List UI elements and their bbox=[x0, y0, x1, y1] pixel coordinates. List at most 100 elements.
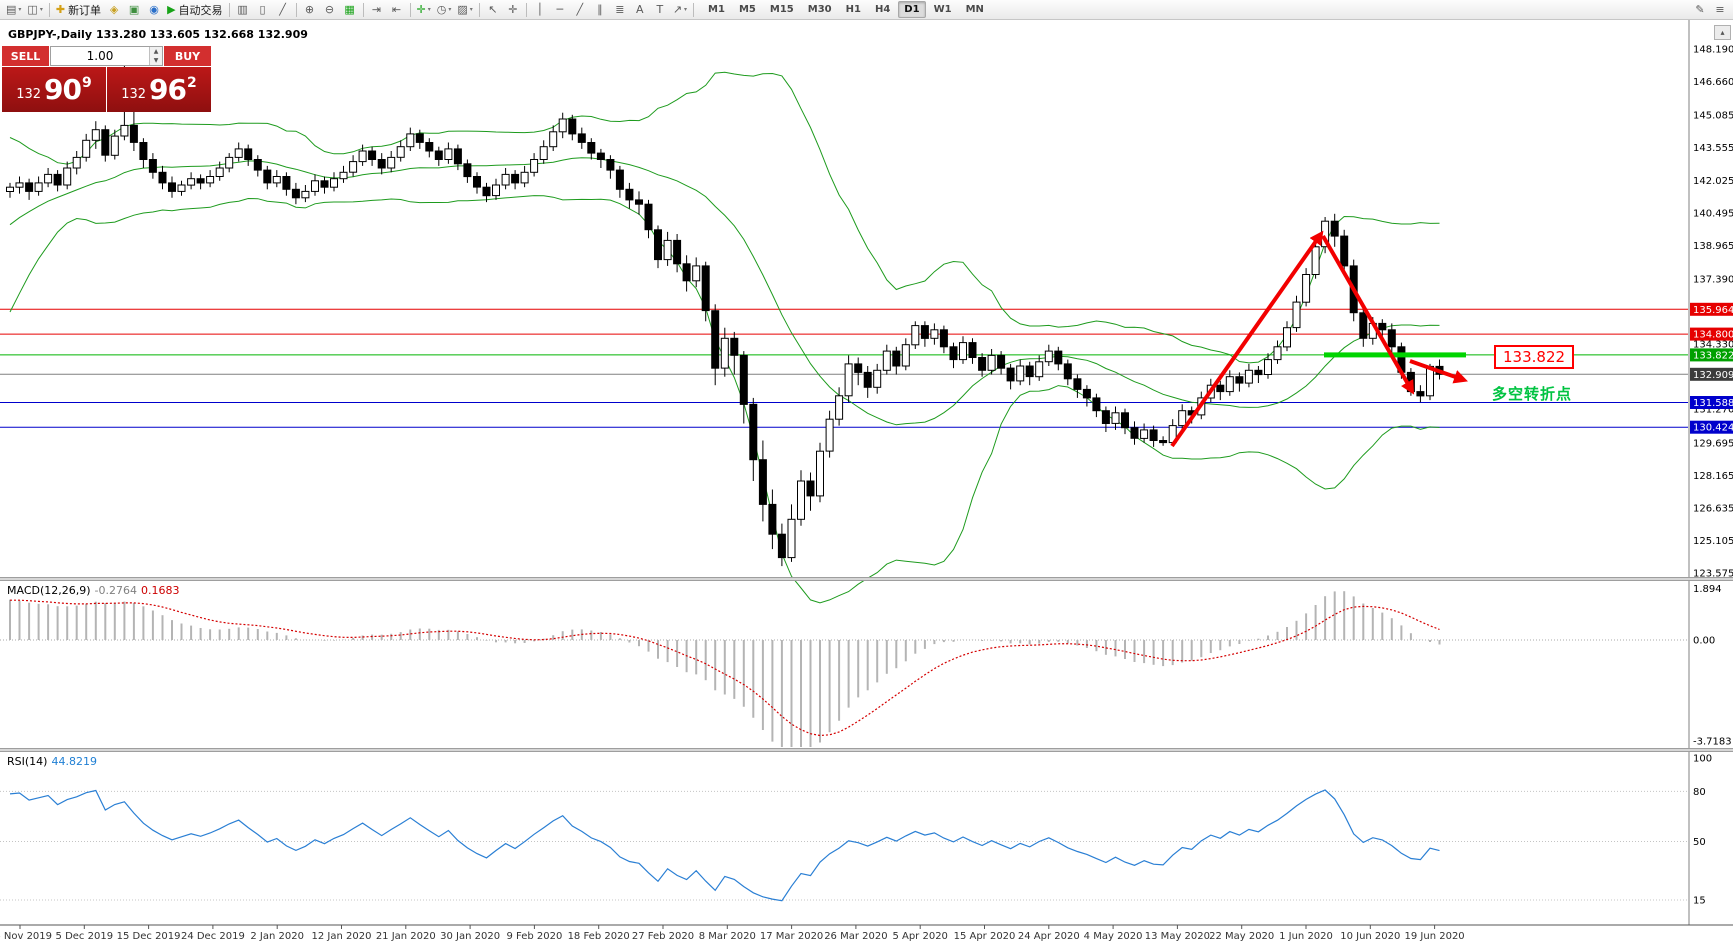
svg-text:148.190: 148.190 bbox=[1693, 45, 1733, 56]
svg-text:128.165: 128.165 bbox=[1693, 471, 1733, 482]
macd-label: MACD(12,26,9) -0.2764 0.1683 bbox=[7, 584, 180, 597]
sell-price-button[interactable]: 132 90 9 bbox=[2, 67, 106, 112]
dropdown-arrow-icon: ▾ bbox=[427, 6, 431, 13]
timeframe-mn-button[interactable]: MN bbox=[965, 4, 984, 15]
svg-text:143.555: 143.555 bbox=[1693, 143, 1733, 154]
svg-text:17 Mar 2020: 17 Mar 2020 bbox=[760, 931, 823, 942]
spinner-down-icon[interactable]: ▼ bbox=[150, 56, 162, 65]
volume-spinner[interactable]: ▲ ▼ bbox=[149, 47, 162, 65]
svg-text:4 May 2020: 4 May 2020 bbox=[1084, 931, 1143, 942]
line-mode-button[interactable]: ╱ bbox=[273, 1, 293, 19]
svg-text:26 Nov 2019: 26 Nov 2019 bbox=[0, 931, 52, 942]
chart-corner-button[interactable]: ▴ bbox=[1714, 25, 1731, 40]
svg-text:1 Jun 2020: 1 Jun 2020 bbox=[1279, 931, 1333, 942]
toolbar-separator bbox=[228, 2, 230, 17]
timeframe-h4-button[interactable]: H4 bbox=[874, 4, 891, 15]
zoom-in-button[interactable]: ⊕ bbox=[300, 1, 320, 19]
svg-text:2 Jan 2020: 2 Jan 2020 bbox=[250, 931, 304, 942]
periods-button[interactable]: ◷ ▾ bbox=[434, 1, 455, 19]
chart-tools-icon: ✎ bbox=[1695, 3, 1705, 16]
vertical-line-button[interactable]: │ bbox=[530, 1, 550, 19]
auto-trading-button[interactable]: ▶ 自动交易 bbox=[164, 1, 225, 19]
svg-text:137.390: 137.390 bbox=[1693, 274, 1733, 285]
auto-trading-label: 自动交易 bbox=[178, 3, 223, 17]
text-button[interactable]: A bbox=[630, 1, 650, 19]
timeframe-h1-button[interactable]: H1 bbox=[845, 4, 861, 15]
spinner-up-icon[interactable]: ▲ bbox=[150, 47, 162, 56]
auto-scroll-icon: ⇥ bbox=[371, 3, 382, 16]
sell-price-main: 90 bbox=[44, 73, 82, 106]
new-order-button[interactable]: ✚ 新订单 bbox=[53, 1, 104, 19]
sell-price-prefix: 132 bbox=[16, 87, 42, 102]
svg-text:135.964: 135.964 bbox=[1693, 305, 1733, 316]
fibonacci-button[interactable]: ≣ bbox=[610, 1, 630, 19]
timeframe-m1-button[interactable]: M1 bbox=[708, 4, 725, 15]
community-icon: ◉ bbox=[149, 3, 159, 16]
arrows-tool-button[interactable]: ↗ ▾ bbox=[670, 1, 690, 19]
market-button[interactable]: ▣ bbox=[124, 1, 144, 19]
cursor-icon: ↖ bbox=[488, 3, 498, 16]
bars-mode-button[interactable]: ▥ bbox=[233, 1, 253, 19]
trend-line-button[interactable]: ╱ bbox=[570, 1, 590, 19]
svg-text:15 Apr 2020: 15 Apr 2020 bbox=[954, 931, 1016, 942]
svg-text:13 May 2020: 13 May 2020 bbox=[1145, 931, 1210, 942]
svg-text:132.909: 132.909 bbox=[1693, 370, 1733, 381]
svg-text:26 Mar 2020: 26 Mar 2020 bbox=[824, 931, 887, 942]
toolbar-separator bbox=[478, 2, 480, 17]
vertical-line-icon: │ bbox=[536, 3, 544, 16]
macd-value: -0.2764 bbox=[94, 584, 138, 597]
candles-mode-button[interactable]: ▯ bbox=[253, 1, 273, 19]
crosshair-button[interactable]: ✛ bbox=[503, 1, 523, 19]
label-icon: T bbox=[656, 3, 664, 16]
buy-price-button[interactable]: 132 96 2 bbox=[107, 67, 211, 112]
symbol-period-label: GBPJPY-,Daily bbox=[8, 28, 92, 41]
timeframe-m5-button[interactable]: M5 bbox=[738, 4, 756, 15]
candles-mode-icon: ▯ bbox=[259, 3, 266, 16]
macd-name: MACD(12,26,9) bbox=[7, 584, 91, 597]
turning-point-text: 多空转折点 bbox=[1492, 385, 1573, 403]
svg-text:134.330: 134.330 bbox=[1693, 340, 1733, 351]
cursor-button[interactable]: ↖ bbox=[483, 1, 503, 19]
toolbar-separator bbox=[295, 2, 297, 17]
main-toolbar: ▤ ▾ ◫ ▾ ✚ 新订单 ◈ ▣ ◉ ▶ 自动交易 ▥ ▯ ╱ ⊕ ⊖ ▦ ⇥ ⇤ ✛ ▾ ◷ ▾ ▨ ▾ ↖ ✛ │ ─ ╱ ∥ ≣ A T ↗… bbox=[0, 0, 1733, 20]
chart-shift-icon: ⇤ bbox=[391, 3, 402, 16]
svg-text:134.800: 134.800 bbox=[1693, 330, 1733, 341]
volume-input[interactable]: 1.00 ▲ ▼ bbox=[50, 46, 163, 66]
auto-scroll-button[interactable]: ⇥ bbox=[367, 1, 387, 19]
svg-text:80: 80 bbox=[1693, 787, 1706, 798]
channel-button[interactable]: ∥ bbox=[590, 1, 610, 19]
svg-text:140.495: 140.495 bbox=[1693, 208, 1733, 219]
bars-mode-icon: ▥ bbox=[237, 3, 248, 16]
svg-text:100: 100 bbox=[1693, 754, 1712, 765]
sell-button[interactable]: SELL bbox=[2, 46, 49, 66]
community-button[interactable]: ◉ bbox=[144, 1, 164, 19]
timeframe-d1-button[interactable]: D1 bbox=[898, 1, 926, 18]
label-button[interactable]: T bbox=[650, 1, 670, 19]
templates-icon: ▨ bbox=[457, 3, 468, 16]
profiles-button[interactable]: ◫ ▾ bbox=[24, 1, 45, 19]
zoom-out-button[interactable]: ⊖ bbox=[320, 1, 340, 19]
profiles-icon: ◫ bbox=[27, 3, 38, 16]
chart-tools-button[interactable]: ✎ bbox=[1690, 1, 1710, 19]
buy-button[interactable]: BUY bbox=[164, 46, 211, 66]
svg-text:15 Dec 2019: 15 Dec 2019 bbox=[117, 931, 181, 942]
chart-shift-button[interactable]: ⇤ bbox=[387, 1, 407, 19]
toolbar-menu-button[interactable]: ≡ bbox=[1710, 1, 1730, 19]
horizontal-line-button[interactable]: ─ bbox=[550, 1, 570, 19]
svg-text:19 Jun 2020: 19 Jun 2020 bbox=[1405, 931, 1465, 942]
new-chart-button[interactable]: ▤ ▾ bbox=[3, 1, 24, 19]
dropdown-arrow-icon: ▾ bbox=[18, 6, 22, 13]
indicators-button[interactable]: ✛ ▾ bbox=[414, 1, 434, 19]
timeframe-m30-button[interactable]: M30 bbox=[807, 4, 832, 15]
rsi-name: RSI(14) bbox=[7, 755, 48, 768]
templates-button[interactable]: ▨ ▾ bbox=[454, 1, 475, 19]
svg-text:15: 15 bbox=[1693, 896, 1706, 907]
metaeditor-button[interactable]: ◈ bbox=[104, 1, 124, 19]
timeframe-w1-button[interactable]: W1 bbox=[933, 4, 952, 15]
timeframe-m15-button[interactable]: M15 bbox=[769, 4, 794, 15]
candlestick-series bbox=[6, 55, 1444, 567]
tile-windows-button[interactable]: ▦ bbox=[340, 1, 360, 19]
svg-text:18 Feb 2020: 18 Feb 2020 bbox=[568, 931, 630, 942]
